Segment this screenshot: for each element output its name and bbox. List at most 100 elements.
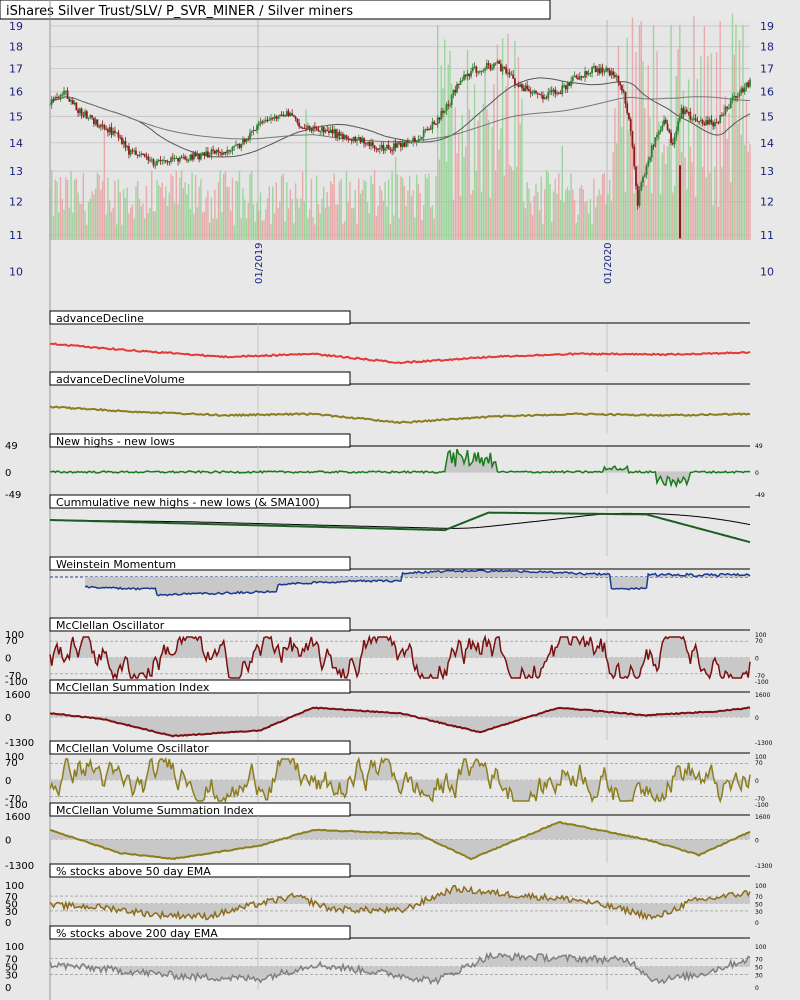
chart-title-box	[0, 0, 551, 20]
price-candle	[110, 127, 113, 135]
price-candle	[385, 144, 388, 149]
volume-bar	[586, 200, 588, 240]
volume-bar	[338, 181, 341, 240]
volume-bar	[693, 16, 695, 241]
volume-bar	[217, 182, 220, 240]
price-candle	[291, 113, 294, 116]
price-axis-tick-right: 18	[760, 41, 774, 54]
volume-bar	[301, 172, 304, 240]
price-candle	[254, 129, 257, 131]
price-candle	[485, 63, 488, 69]
volume-bar	[96, 172, 99, 240]
price-candle	[75, 102, 78, 110]
price-candle	[505, 67, 508, 74]
volume-bar	[98, 175, 100, 240]
price-candle	[387, 144, 390, 149]
volume-bar	[447, 64, 449, 240]
volume-bar	[349, 182, 351, 240]
volume-bar	[315, 175, 318, 240]
panel-title-box	[49, 310, 351, 325]
panel-series-fill	[50, 953, 750, 984]
price-candle	[312, 126, 315, 131]
volume-bar	[617, 45, 620, 240]
price-candle	[321, 127, 323, 131]
volume-bar	[479, 113, 481, 240]
volume-bar	[414, 217, 416, 240]
volume-bar	[591, 224, 593, 240]
volume-bar	[401, 177, 404, 240]
price-candle	[719, 115, 722, 123]
price-candle	[192, 153, 195, 160]
panel-axis-tick-right: 0	[755, 656, 759, 663]
price-candle	[380, 144, 383, 149]
price-candle	[159, 160, 162, 162]
price-candle	[726, 106, 729, 109]
panel-axis-tick-left: 70	[5, 892, 18, 903]
volume-bar	[84, 211, 86, 240]
price-candle	[68, 98, 71, 102]
price-candle	[566, 83, 569, 90]
volume-bar	[663, 144, 665, 240]
price-candle	[450, 95, 453, 105]
volume-bar	[312, 217, 314, 240]
price-candle	[573, 75, 576, 77]
panel-title-box	[49, 494, 351, 509]
panel-axis-tick-right: 1600	[755, 814, 770, 821]
price-candle	[170, 157, 172, 163]
volume-bar	[540, 176, 542, 240]
price-candle	[282, 114, 285, 116]
volume-bar	[142, 203, 144, 240]
price-candle	[635, 166, 637, 187]
panel-axis-tick-right: 30	[755, 909, 763, 916]
volume-bar	[370, 175, 372, 240]
price-candle	[471, 67, 474, 72]
volume-bar	[421, 220, 423, 240]
volume-bar	[668, 138, 670, 240]
volume-bar	[656, 51, 658, 241]
price-x-tick: 01/2020	[603, 242, 614, 284]
price-candle	[510, 74, 513, 76]
volume-bar	[733, 54, 735, 241]
price-candle	[333, 129, 336, 134]
price-candle	[126, 146, 129, 148]
volume-bar	[735, 24, 737, 240]
price-candle	[405, 141, 408, 147]
price-candle	[101, 124, 104, 126]
price-candle	[580, 76, 583, 78]
price-candle	[280, 114, 283, 116]
price-candle	[640, 182, 643, 191]
volume-bar	[145, 185, 148, 240]
price-candle	[66, 90, 69, 99]
price-candle	[317, 129, 320, 132]
price-candle	[198, 154, 201, 160]
volume-bar	[94, 188, 97, 240]
price-candle	[431, 121, 434, 130]
volume-bar	[398, 218, 400, 240]
price-candle	[724, 106, 727, 115]
price-candle	[180, 157, 183, 159]
volume-bar	[721, 167, 723, 240]
price-candle	[689, 111, 692, 120]
volume-bar	[263, 219, 265, 240]
volume-bar	[435, 176, 437, 240]
volume-bar	[614, 108, 616, 240]
price-candle	[557, 92, 560, 94]
price-candle	[624, 92, 627, 104]
panel-title-box	[49, 371, 351, 386]
price-candle	[145, 156, 148, 158]
price-candle	[396, 142, 399, 148]
volume-bar	[391, 170, 393, 240]
volume-bar	[161, 182, 163, 240]
panel-title: % stocks above 200 day EMA	[56, 927, 218, 940]
price-candle	[531, 92, 534, 94]
price-candle	[701, 120, 704, 124]
price-candle	[406, 141, 409, 143]
price-candle	[475, 66, 478, 73]
volume-bar	[122, 189, 125, 240]
price-candle	[338, 132, 341, 136]
price-axis-tick-left: 10	[9, 265, 23, 278]
price-candle	[208, 155, 211, 158]
volume-bar	[279, 201, 281, 240]
price-candle	[508, 72, 511, 75]
volume-bar	[403, 186, 406, 240]
